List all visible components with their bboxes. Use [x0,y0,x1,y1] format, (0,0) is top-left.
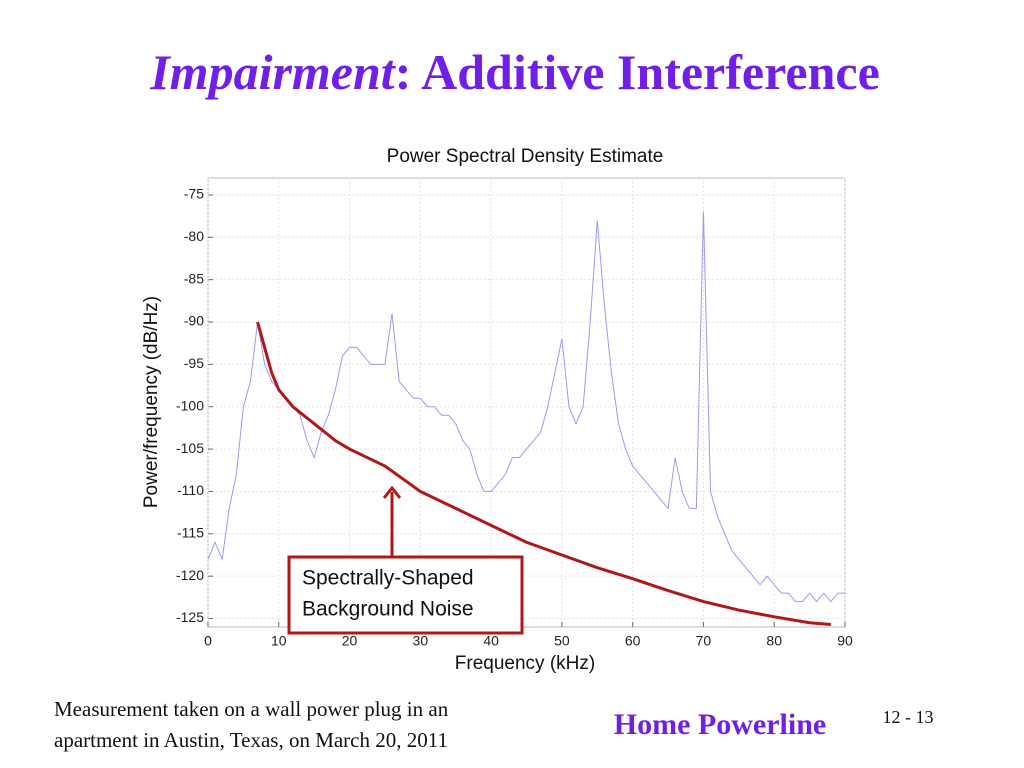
x-tick-label: 20 [342,633,358,649]
x-tick-label: 0 [204,633,212,649]
arrow-head [382,485,402,499]
x-axis-label: Frequency (kHz) [455,653,595,674]
footer-title: Home Powerline [614,708,826,741]
y-tick-label: -105 [176,440,204,456]
y-tick-label: -95 [184,355,204,371]
y-tick-label: -75 [184,186,204,202]
chart-title: Power Spectral Density Estimate [387,146,664,167]
plot-area: -125 -120 -115 -110 -105 -100 -95 -90 -85 -80 -75 0… [176,177,853,649]
x-tick-label: 80 [766,633,782,649]
y-tick-label: -115 [177,525,204,541]
y-tick-label: -110 [177,482,204,498]
footnote-line: Measurement taken on a wall power plug i… [54,697,449,721]
y-tick-label: -120 [176,567,204,583]
x-tick-label: 50 [554,633,570,649]
x-tick-label: 30 [413,633,429,649]
annotation-box [287,555,524,635]
footnote-line: apartment in Austin, Texas, on March 20,… [54,728,448,752]
y-axis-label: Power/frequency (dB/Hz) [141,296,162,508]
x-tick-label: 40 [483,633,499,649]
x-tick-label: 10 [271,633,287,649]
annotation-line: Spectrally-Shaped [302,567,474,590]
y-tick-label: -125 [176,609,204,625]
x-tick-label: 70 [696,633,712,649]
plot-frame [207,177,846,628]
series-line [207,211,845,603]
title-emphasis: Impairment [149,44,397,100]
x-tick-label: 90 [837,633,853,649]
annotation-line: Background Noise [302,598,474,621]
title-rest: : Additive Interference [395,44,880,100]
y-tick-label: -85 [184,270,204,286]
slide-title: Impairment: Additive Interference [149,44,880,100]
y-tick-label: -80 [184,228,204,244]
y-tick-label: -90 [184,313,204,329]
x-tick-label: 60 [625,633,641,649]
y-tick-label: -100 [176,397,204,413]
page-number: 12 - 13 [883,707,934,727]
annotation: Spectrally-Shaped Background Noise [287,485,524,635]
series-line [256,321,831,626]
